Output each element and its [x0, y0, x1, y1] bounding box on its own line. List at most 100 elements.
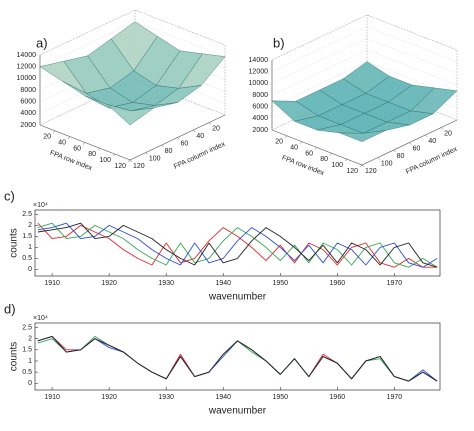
y-tick-label: 40 [428, 138, 436, 145]
y-axis-label: counts [9, 342, 20, 371]
y-tick-label: 20 [212, 125, 220, 132]
y-tick-label: 120 [133, 163, 145, 170]
y-exponent: ×10⁴ [33, 202, 48, 209]
x-tick-label: 20 [275, 139, 283, 146]
x-tick-label: 1910 [44, 394, 60, 401]
surface-patch [339, 130, 386, 142]
x-tick-label: 80 [88, 151, 96, 158]
y-tick-label: 0.5 [22, 255, 32, 262]
y-tick-label: 60 [181, 140, 189, 147]
y-tick-label: 2 [28, 335, 32, 342]
x-tick-label: 100 [99, 157, 111, 164]
y-tick-label: 120 [365, 168, 377, 175]
x-tick [127, 159, 131, 163]
grid-line [271, 38, 458, 84]
x-tick [329, 153, 333, 156]
x-tick [52, 130, 56, 134]
x-tick-label: 1930 [158, 280, 174, 287]
x-tick-label: 1920 [101, 394, 117, 401]
y-tick [425, 134, 428, 138]
x-tick-label: 40 [290, 145, 298, 152]
z-tick-label: 8000 [252, 92, 268, 99]
y-tick [361, 164, 365, 168]
y-tick-label: 2.5 [22, 211, 32, 218]
x-tick-label: 100 [331, 162, 343, 169]
x-tick-label: 1940 [215, 280, 231, 287]
x-tick [284, 135, 288, 139]
y-tick-label: 60 [413, 145, 421, 152]
x-tick-label: 120 [346, 168, 358, 175]
y-tick-label: 1.5 [22, 233, 32, 240]
y-tick [208, 122, 212, 125]
y-tick [145, 152, 149, 155]
x-axis-label: wavenumber [208, 406, 267, 417]
x-tick-label: 1970 [387, 280, 403, 287]
plot-frame [34, 209, 441, 277]
x-axis-label: wavenumber [208, 292, 267, 303]
x-tick [359, 164, 363, 168]
y-tick-label: 0 [28, 380, 32, 387]
x-tick-label: 120 [114, 163, 126, 170]
x-tick-label: 1960 [330, 280, 346, 287]
x-tick [82, 142, 86, 145]
x-tick-label: 1970 [387, 394, 403, 401]
y-tick [440, 127, 444, 130]
y-tick-label: 100 [149, 155, 161, 162]
series-line [37, 222, 438, 268]
plot-frame [34, 322, 441, 391]
y-tick [161, 144, 164, 148]
x-tick-label: 60 [305, 150, 313, 157]
y-tick-label: 0.5 [22, 369, 32, 376]
y-tick-label: 20 [444, 130, 452, 137]
y-tick [129, 159, 133, 163]
z-tick-label: 6000 [20, 99, 36, 106]
x-tick [67, 136, 71, 139]
y-tick [393, 149, 396, 153]
y-tick-label: 40 [196, 133, 204, 140]
x-tick-label: 1940 [215, 394, 231, 401]
series-line [37, 335, 438, 382]
z-tick-label: 14000 [17, 52, 37, 59]
z-tick-label: 6000 [252, 104, 268, 111]
grid-line [39, 9, 226, 56]
x-tick-label: 1910 [44, 280, 60, 287]
y-tick-label: 80 [165, 148, 173, 155]
y-tick-label: 0 [28, 266, 32, 273]
x-tick [97, 148, 101, 151]
x-tick-label: 1930 [158, 394, 174, 401]
z-tick-label: 10000 [17, 75, 37, 82]
grid-line [271, 14, 458, 61]
surface-patch [107, 104, 154, 126]
grid-line [271, 49, 458, 96]
x-tick-label: 80 [320, 156, 328, 163]
y-tick-label: 2 [28, 222, 32, 229]
x-tick-label: 1920 [101, 280, 117, 287]
y-tick [177, 137, 180, 140]
x-tick [314, 147, 318, 150]
series-line [37, 222, 438, 268]
z-tick-label: 2000 [20, 122, 36, 129]
y-tick-label: 1 [28, 358, 32, 365]
x-tick-label: 1960 [330, 394, 346, 401]
x-tick-label: 1950 [272, 394, 288, 401]
z-tick-label: 12000 [249, 69, 269, 76]
y-tick-label: 100 [381, 160, 393, 167]
x-tick [299, 141, 303, 144]
z-tick-label: 8000 [20, 87, 36, 94]
y-tick-label: 1 [28, 244, 32, 251]
series-line [37, 222, 438, 268]
y-tick-label: 2.5 [22, 324, 32, 331]
y-tick [193, 129, 196, 133]
x-tick [112, 153, 116, 157]
x-tick-label: 20 [43, 134, 51, 141]
z-tick-label: 2000 [252, 127, 268, 134]
series-line [37, 222, 438, 268]
x-axis-label: FPA row index [281, 155, 326, 178]
panel-label: d) [4, 301, 16, 316]
y-exponent: ×10⁴ [33, 315, 48, 322]
y-tick-label: 80 [397, 153, 405, 160]
z-tick-label: 10000 [249, 80, 269, 87]
z-tick-label: 4000 [20, 110, 36, 117]
z-tick-label: 4000 [252, 115, 268, 122]
